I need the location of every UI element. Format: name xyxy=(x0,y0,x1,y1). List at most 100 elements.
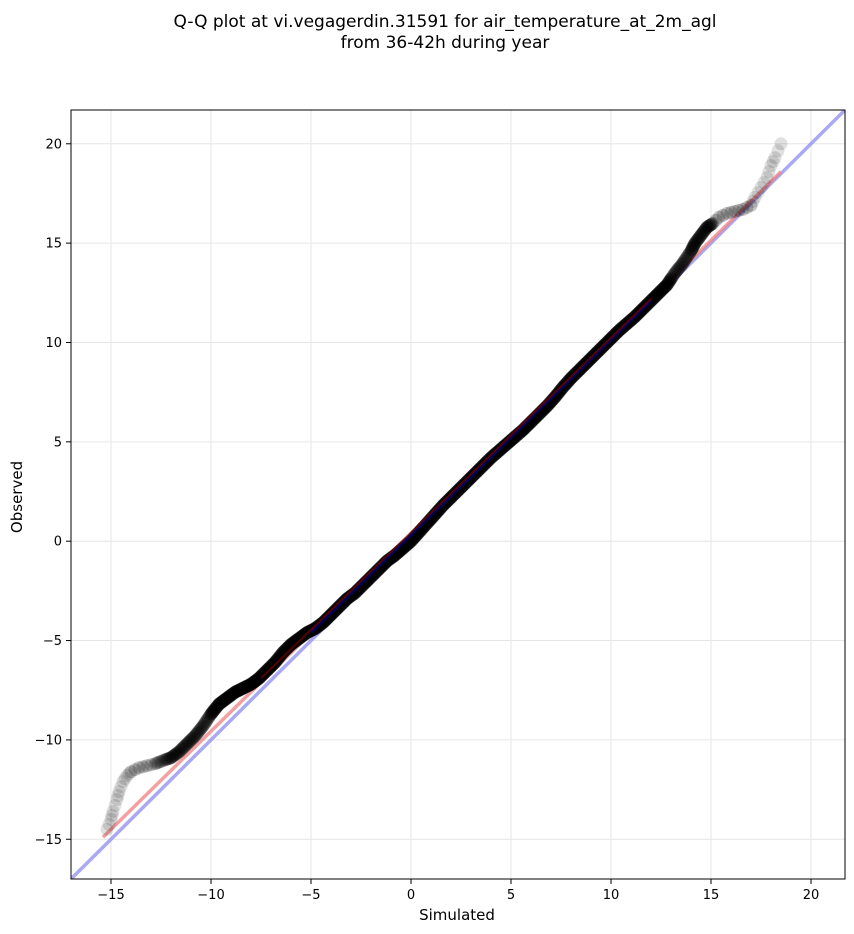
quantile-point xyxy=(685,241,699,255)
quantile-point xyxy=(676,256,690,270)
quantile-point xyxy=(760,171,774,185)
y-axis-ticks: −15 −10 −5 0 5 10 15 20 xyxy=(35,137,71,848)
quantile-point xyxy=(193,722,207,736)
quantile-point xyxy=(694,228,708,242)
quantile-point xyxy=(736,202,750,216)
quantile-point xyxy=(740,200,754,214)
quantile-point xyxy=(177,740,191,754)
y-tick-label: −5 xyxy=(43,634,62,649)
quantile-point xyxy=(751,185,765,199)
x-tick-label: 10 xyxy=(603,888,620,903)
quantile-point xyxy=(665,270,679,284)
y-tick-label: 20 xyxy=(45,137,62,152)
quantile-point xyxy=(155,754,169,768)
quantile-point xyxy=(712,210,726,224)
quantile-point xyxy=(764,159,778,173)
quantile-point xyxy=(112,785,126,799)
x-tick-label: 15 xyxy=(703,888,720,903)
identity-line-center xyxy=(309,299,653,634)
quantile-point xyxy=(191,726,205,740)
y-tick-label: 10 xyxy=(45,336,62,351)
quantile-point xyxy=(732,203,746,217)
quantile-point xyxy=(692,231,706,245)
quantile-point xyxy=(699,222,713,236)
line-overlays xyxy=(260,298,653,680)
quantile-point xyxy=(187,730,201,744)
quantile-point xyxy=(766,155,780,169)
y-tick-label: 5 xyxy=(54,435,62,450)
x-tick-label: 5 xyxy=(507,888,515,903)
quantile-point xyxy=(156,753,170,767)
quantile-point xyxy=(675,258,689,272)
quantile-point xyxy=(163,751,177,765)
quantile-point xyxy=(192,724,206,738)
quantile-point xyxy=(684,244,698,258)
quantile-point xyxy=(685,243,699,257)
quantile-point xyxy=(183,734,197,748)
quantile-point xyxy=(102,817,116,831)
quantile-point xyxy=(696,226,710,240)
quantile-point xyxy=(110,793,124,807)
quantile-point xyxy=(122,767,136,781)
quantile-point xyxy=(195,721,209,735)
quantile-point xyxy=(114,780,128,794)
quantile-point xyxy=(118,772,132,786)
quantile-point xyxy=(688,236,702,250)
quantile-point xyxy=(165,750,179,764)
quantile-point xyxy=(774,137,788,151)
quantile-point xyxy=(189,727,203,741)
quantile-point xyxy=(664,272,678,286)
quantile-point xyxy=(687,237,701,251)
quantile-point xyxy=(702,219,716,233)
quantile-point xyxy=(151,755,165,769)
quantile-point xyxy=(106,804,120,818)
quantile-point xyxy=(744,198,758,212)
quantile-point xyxy=(108,798,122,812)
y-tick-label: −15 xyxy=(35,833,62,848)
quantile-point xyxy=(148,757,162,771)
quantile-point xyxy=(168,748,182,762)
quantile-point xyxy=(762,165,776,179)
quantile-point xyxy=(695,227,709,241)
quantile-point xyxy=(697,224,711,238)
quantile-point xyxy=(693,230,707,244)
quantile-point xyxy=(701,220,715,234)
quantile-point xyxy=(673,259,687,273)
quantile-point xyxy=(679,252,693,266)
quantile-points xyxy=(100,137,788,836)
quantile-point xyxy=(180,737,194,751)
quantile-point xyxy=(181,736,195,750)
quantile-point xyxy=(668,266,682,280)
quantile-point xyxy=(724,205,738,219)
x-axis-ticks: −15 −10 −5 0 5 10 15 20 xyxy=(97,879,819,903)
quantile-point xyxy=(768,151,782,165)
quantile-point xyxy=(164,751,178,765)
quantile-point xyxy=(105,808,119,822)
quantile-point xyxy=(188,729,202,743)
quantile-point xyxy=(176,741,190,755)
quantile-point xyxy=(746,194,760,208)
quantile-point xyxy=(179,738,193,752)
quantile-point xyxy=(680,250,694,264)
y-tick-label: 0 xyxy=(54,535,62,550)
quantile-point xyxy=(669,264,683,278)
quantile-point xyxy=(757,176,771,190)
x-axis-label: Simulated xyxy=(419,906,495,924)
quantile-point xyxy=(197,717,211,731)
quantile-point xyxy=(687,239,701,253)
quantile-point xyxy=(173,744,187,758)
x-tick-label: −15 xyxy=(97,888,124,903)
quantile-point xyxy=(681,248,695,262)
quantile-point xyxy=(175,742,189,756)
quantile-point xyxy=(716,208,730,222)
quantile-point xyxy=(153,755,167,769)
quantile-point xyxy=(728,204,742,218)
quantile-point xyxy=(159,752,173,766)
quantile-point xyxy=(171,746,185,760)
quantile-point xyxy=(709,213,723,227)
quantile-point xyxy=(754,180,768,194)
grid-lines xyxy=(71,110,845,879)
quantile-point xyxy=(124,765,138,779)
quantile-point xyxy=(150,756,164,770)
